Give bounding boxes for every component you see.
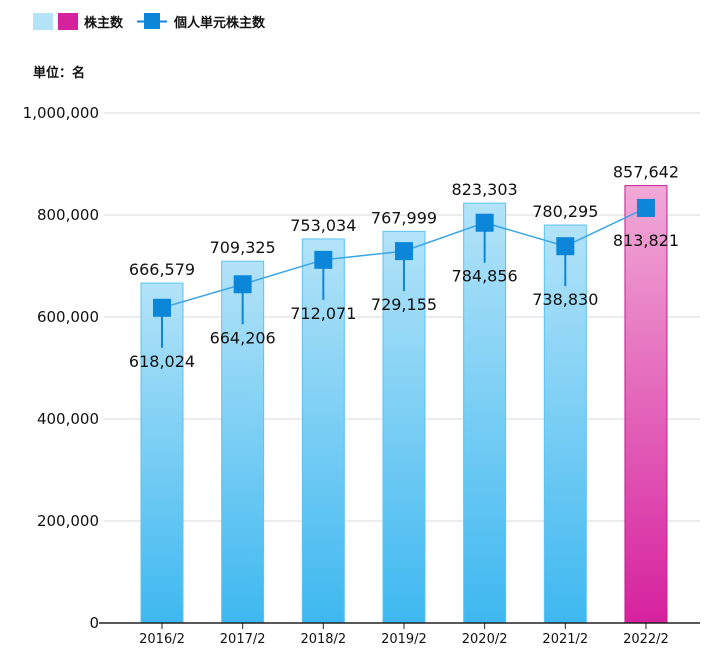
x-axis-ticks: 2016/2 2017/2 2018/2 2019/2 2020/2 2021/2 2022… <box>139 632 669 647</box>
x-tick-label: 2017/2 <box>220 632 266 647</box>
line-value-label: 738,830 <box>532 290 598 309</box>
marker-2020/2 <box>475 213 494 232</box>
bar-2021/2 <box>543 224 587 624</box>
legend-marker-swatch <box>144 13 160 29</box>
bar-value-label: 753,034 <box>290 216 356 235</box>
bar-value-label: 666,579 <box>129 260 195 279</box>
marker-2017/2 <box>233 275 252 294</box>
unit-label: 単位：名 <box>33 65 85 81</box>
bar-2022/2 <box>624 185 668 624</box>
bar-value-label: 857,642 <box>613 163 679 182</box>
line-value-label: 813,821 <box>613 231 679 250</box>
marker-2022/2 <box>636 198 655 217</box>
y-tick-label: 600,000 <box>37 308 99 326</box>
y-tick-label: 1,000,000 <box>23 104 99 122</box>
x-axis <box>99 622 700 629</box>
marker-2018/2 <box>314 250 333 269</box>
bar-2018/2 <box>301 238 345 624</box>
marker-2019/2 <box>394 242 413 261</box>
bar-series <box>140 185 668 624</box>
line-value-label: 712,071 <box>290 304 356 323</box>
bar-value-label: 823,303 <box>452 180 518 199</box>
bar-value-label: 767,999 <box>371 208 437 227</box>
x-tick-label: 2016/2 <box>139 632 185 647</box>
legend-bar-swatch-pink <box>58 13 78 30</box>
legend-line-label: 個人単元株主数 <box>173 15 266 31</box>
line-value-label: 729,155 <box>371 295 437 314</box>
marker-2021/2 <box>556 237 575 256</box>
bar-value-label: 709,325 <box>210 238 276 257</box>
legend: 株主数 個人単元株主数 <box>33 13 266 31</box>
y-axis-ticks: 0 200,000 400,000 600,000 800,000 1,000,000 <box>23 104 99 632</box>
legend-bar-swatch-blue <box>33 13 53 30</box>
y-tick-label: 800,000 <box>37 206 99 224</box>
legend-bar-label: 株主数 <box>84 15 124 31</box>
y-tick-label: 0 <box>89 614 99 632</box>
marker-2016/2 <box>153 298 171 317</box>
x-tick-label: 2022/2 <box>623 632 669 647</box>
line-series <box>153 198 655 348</box>
x-tick-label: 2020/2 <box>462 632 508 647</box>
x-tick-label: 2021/2 <box>542 632 588 647</box>
y-tick-label: 400,000 <box>37 410 99 428</box>
y-tick-label: 200,000 <box>37 512 99 530</box>
bar-2020/2 <box>463 202 507 624</box>
bar-2019/2 <box>382 230 426 624</box>
data-labels: 666,579 709,325 753,034 767,999 823,303 780,2… <box>129 163 679 371</box>
x-tick-label: 2018/2 <box>300 632 346 647</box>
line-value-label: 664,206 <box>210 328 276 347</box>
line-value-label: 784,856 <box>452 267 518 286</box>
x-tick-label: 2019/2 <box>381 632 427 647</box>
bar-value-label: 780,295 <box>532 202 598 221</box>
line-value-label: 618,024 <box>129 352 195 371</box>
